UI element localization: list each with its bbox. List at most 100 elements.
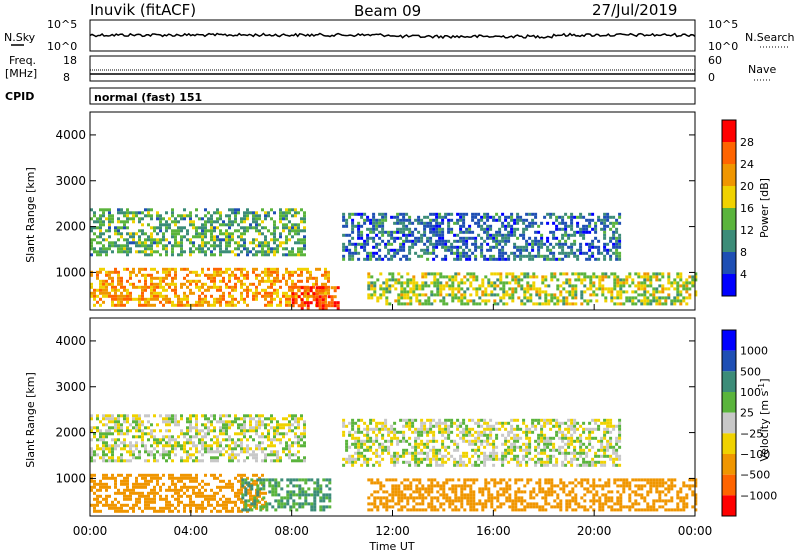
echo-cell <box>396 461 399 464</box>
echo-cell <box>510 216 513 219</box>
echo-cell <box>201 507 204 510</box>
echo-cell <box>271 484 274 487</box>
echo-cell <box>180 238 183 241</box>
echo-cell <box>282 295 285 298</box>
echo-cell <box>661 481 664 484</box>
echo-cell <box>270 217 273 220</box>
echo-cell <box>519 255 522 258</box>
echo-cell <box>198 280 201 283</box>
echo-cell <box>156 277 159 280</box>
echo-cell <box>207 447 210 450</box>
echo-cell <box>385 290 388 293</box>
echo-cell <box>304 289 307 292</box>
echo-cell <box>177 232 180 235</box>
echo-cell <box>303 214 306 217</box>
echo-cell <box>207 217 210 220</box>
echo-cell <box>279 441 282 444</box>
echo-cell <box>688 287 691 290</box>
echo-cell <box>117 489 120 492</box>
echo-cell <box>568 278 571 281</box>
echo-cell <box>258 417 261 420</box>
freq-right-bottom: 0 <box>708 71 715 84</box>
echo-cell <box>198 244 201 247</box>
echo-cell <box>288 274 291 277</box>
echo-cell <box>381 446 384 449</box>
echo-cell <box>589 490 592 493</box>
echo-cell <box>252 220 255 223</box>
echo-cell <box>288 298 291 301</box>
echo-cell <box>469 284 472 287</box>
echo-cell <box>384 213 387 216</box>
echo-cell <box>631 290 634 293</box>
echo-cell <box>294 223 297 226</box>
echo-cell <box>384 219 387 222</box>
echo-cell <box>93 214 96 217</box>
echo-cell <box>519 246 522 249</box>
echo-cell <box>462 225 465 228</box>
echo-cell <box>117 295 120 298</box>
echo-cell <box>439 493 442 496</box>
echo-cell <box>285 223 288 226</box>
echo-cell <box>228 244 231 247</box>
echo-cell <box>234 217 237 220</box>
echo-cell <box>210 504 213 507</box>
echo-cell <box>255 447 258 450</box>
echo-cell <box>459 255 462 258</box>
echo-cell <box>348 255 351 258</box>
echo-cell <box>640 496 643 499</box>
echo-cell <box>264 274 267 277</box>
echo-cell <box>544 299 547 302</box>
power-colorbar-swatch <box>722 230 736 252</box>
echo-cell <box>480 255 483 258</box>
echo-cell <box>403 302 406 305</box>
echo-cell <box>454 505 457 508</box>
echo-cell <box>462 249 465 252</box>
echo-cell <box>615 255 618 258</box>
echo-cell <box>204 220 207 223</box>
echo-cell <box>610 296 613 299</box>
echo-cell <box>378 243 381 246</box>
echo-cell <box>516 228 519 231</box>
echo-cell <box>96 414 99 417</box>
echo-cell <box>570 222 573 225</box>
echo-cell <box>102 444 105 447</box>
echo-cell <box>603 258 606 261</box>
echo-cell <box>207 241 210 244</box>
echo-cell <box>565 508 568 511</box>
echo-cell <box>460 493 463 496</box>
echo-cell <box>423 422 426 425</box>
echo-cell <box>397 296 400 299</box>
echo-cell <box>111 426 114 429</box>
echo-cell <box>213 450 216 453</box>
echo-cell <box>108 274 111 277</box>
echo-cell <box>351 252 354 255</box>
echo-cell <box>445 496 448 499</box>
echo-cell <box>564 225 567 228</box>
echo-cell <box>471 252 474 255</box>
echo-cell <box>117 289 120 292</box>
echo-cell <box>520 272 523 275</box>
echo-cell <box>216 271 219 274</box>
echo-cell <box>429 252 432 255</box>
echo-cell <box>457 296 460 299</box>
echo-cell <box>285 298 288 301</box>
echo-cell <box>450 213 453 216</box>
echo-cell <box>171 447 174 450</box>
echo-cell <box>144 498 147 501</box>
echo-cell <box>147 459 150 462</box>
echo-cell <box>141 232 144 235</box>
echo-cell <box>360 443 363 446</box>
echo-cell <box>99 438 102 441</box>
echo-cell <box>409 481 412 484</box>
echo-cell <box>270 420 273 423</box>
echo-cell <box>99 217 102 220</box>
echo-cell <box>481 284 484 287</box>
echo-cell <box>472 287 475 290</box>
echo-cell <box>273 450 276 453</box>
echo-cell <box>165 501 168 504</box>
echo-cell <box>436 499 439 502</box>
echo-cell <box>153 304 156 307</box>
echo-cell <box>117 432 120 435</box>
echo-cell <box>105 286 108 289</box>
echo-cell <box>93 510 96 513</box>
